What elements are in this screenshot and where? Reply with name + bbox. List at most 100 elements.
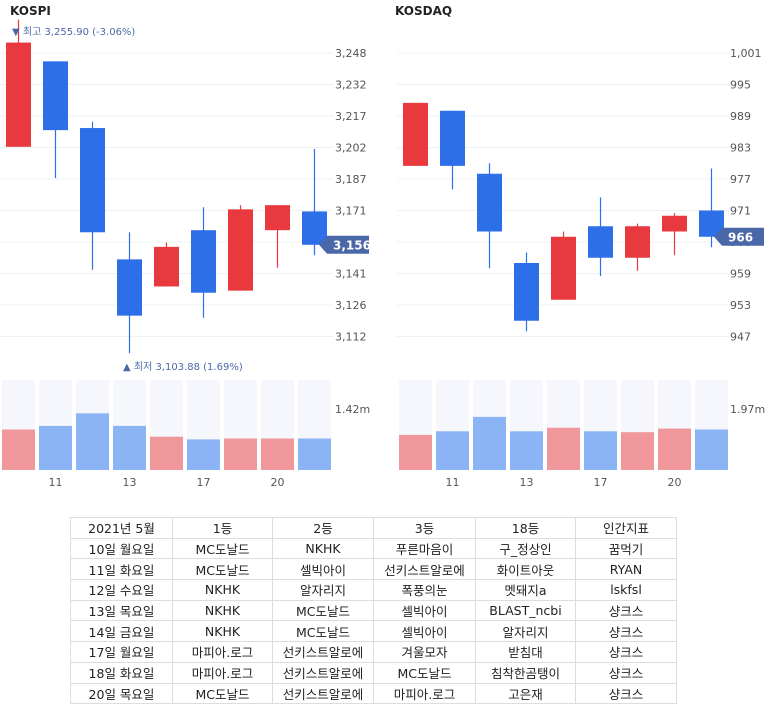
kospi-chart: 3,248 3,232 3,217 3,202 3,187 3,171 3,156 3,141… [0,19,371,489]
y-tick-label: 3,232 [335,79,367,92]
volume-bar [473,416,506,470]
table-cell: 구_정상인 [475,537,576,560]
table-cell: BLAST_ncbi [475,599,576,622]
table-cell: 셀빅아이 [272,558,374,581]
volume-bar [658,428,691,470]
volume-bar [584,431,617,470]
table-row: 12일 수요일 NKHK 알자리지 폭풍의눈 멧돼지a lskfsl [70,579,677,601]
y-tick-label: 3,112 [335,331,367,344]
table-cell: 18일 화요일 [70,661,173,684]
table-cell: 마피아.로그 [172,641,273,663]
candle-body [302,211,327,245]
volume-label: 1.42m [335,403,370,416]
table-cell: 셀빅아이 [373,599,476,622]
table-cell: 샹크스 [575,682,677,705]
candle-body [588,226,613,258]
table-cell: 선키스트알로에 [373,558,476,581]
table-cell: 셀빅아이 [373,620,476,643]
volume-bar [113,425,146,470]
volume-bar [621,432,654,470]
y-tick-label: 3,248 [335,47,367,60]
table-cell: 알자리지 [475,620,576,643]
y-tick-label: 3,126 [335,299,367,312]
table-cell: 푸른마음이 [373,537,476,560]
table-cell: 선키스트알로에 [272,641,374,663]
table-cell: lskfsl [575,579,677,601]
candle-body [662,215,687,232]
y-tick-label: 947 [730,331,751,344]
volume-bar [150,436,183,470]
table-cell: 샹크스 [575,620,677,643]
x-tick-label: 17 [594,476,608,489]
candle-body [477,173,502,232]
candle-body [154,246,179,287]
table-cell: 20일 목요일 [70,682,173,705]
table-cell: MC도날드 [272,620,374,643]
table-cell: RYAN [575,558,677,581]
volume-bar [224,438,257,470]
kosdaq-chart: 1,0019959899839779719669599539479661.97m… [397,47,765,489]
volume-bar [695,429,728,470]
table-cell: 선키스트알로에 [272,682,374,705]
table-header-cell: 2등 [272,517,374,539]
candle-body [265,205,290,231]
current-price-label: 966 [728,230,753,244]
table-cell: 샹크스 [575,599,677,622]
y-tick-label: 1,001 [730,47,762,60]
table-cell: MC도날드 [172,558,273,581]
table-header-row: 2021년 5월 1등 2등 3등 18등 인간지표 [70,517,677,539]
y-tick-label: 3,202 [335,142,367,155]
current-price-label: 3,156 [333,238,371,252]
table-row: 17일 월요일 마피아.로그 선키스트알로에 겨울모자 받침대 샹크스 [70,641,677,663]
candle-body [228,209,253,291]
table-cell: 마피아.로그 [373,682,476,705]
table-row: 20일 목요일 MC도날드 선키스트알로에 마피아.로그 고은재 샹크스 [70,682,677,705]
x-tick-label: 20 [668,476,682,489]
table-cell: NKHK [172,620,273,643]
table-cell: 고은재 [475,682,576,705]
low-annotation: ▲ 최저 3,103.88 (1.69%) [123,361,243,373]
table-cell: NKHK [172,579,273,601]
y-tick-label: 3,171 [335,205,367,218]
x-tick-label: 11 [49,476,63,489]
high-annotation: ▼ 최고 3,255.90 (-3.06%) [12,26,135,38]
table-row: 13일 목요일 NKHK MC도날드 셀빅아이 BLAST_ncbi 샹크스 [70,599,677,622]
y-tick-label: 3,217 [335,110,367,123]
table-cell: 폭풍의눈 [373,579,476,601]
x-tick-label: 11 [446,476,460,489]
x-tick-label: 17 [197,476,211,489]
candle-body [191,230,216,293]
volume-bar [76,413,109,470]
table-cell: 13일 목요일 [70,599,173,622]
volume-bar [2,429,35,470]
y-tick-label: 971 [730,205,751,218]
table-cell: NKHK [272,537,374,560]
table-header-cell: 2021년 5월 [70,517,173,539]
table-cell: 10일 월요일 [70,537,173,560]
table-cell: 알자리지 [272,579,374,601]
current-price-tag [714,227,764,246]
table-header-cell: 1등 [172,517,273,539]
y-tick-label: 977 [730,173,751,186]
table-header-cell: 18등 [475,517,576,539]
candle-body [43,61,68,131]
table-row: 18일 화요일 마피아.로그 선키스트알로에 MC도날드 침착한곰탱이 샹크스 [70,661,677,684]
volume-bar [261,438,294,470]
volume-bar [187,439,220,470]
volume-label: 1.97m [730,403,765,416]
volume-bar [39,425,72,470]
y-tick-label: 959 [730,268,751,281]
volume-bar [436,431,469,470]
table-cell: 14일 금요일 [70,620,173,643]
candle-body [514,263,539,321]
candle-body [625,226,650,258]
table-cell: NKHK [172,599,273,622]
table-cell: MC도날드 [373,661,476,684]
table-cell: MC도날드 [272,599,374,622]
table-cell: 침착한곰탱이 [475,661,576,684]
current-price-tag [319,235,369,254]
table-cell: 화이트아웃 [475,558,576,581]
y-tick-label: 953 [730,299,751,312]
ranking-table: 2021년 5월 1등 2등 3등 18등 인간지표 10일 월요일 MC도날드 NKHK 푸른… [70,517,677,705]
table-cell: 17일 월요일 [70,641,173,663]
